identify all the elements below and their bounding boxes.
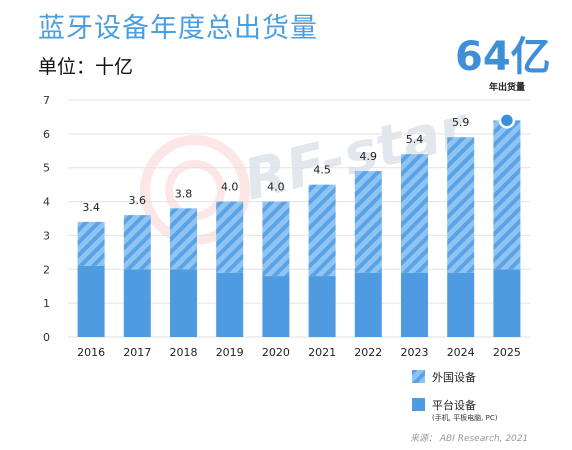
- y-tick-label: 3: [43, 229, 50, 242]
- bar-segment-foreign: [447, 137, 475, 273]
- bar-segment-foreign: [77, 221, 105, 266]
- bar-segment-foreign: [308, 184, 336, 277]
- highlight-label: 年出货量: [489, 83, 526, 93]
- unit-label: 单位：十亿: [38, 56, 134, 78]
- bar-segment-foreign: [123, 215, 151, 270]
- data-label: 5.9: [452, 116, 470, 129]
- bar-segment-platform: [493, 269, 521, 337]
- bar-segment-platform: [262, 276, 290, 337]
- x-tick-label: 2024: [447, 346, 475, 359]
- y-tick-label: 0: [43, 331, 50, 344]
- bar-segment-platform: [354, 272, 382, 337]
- bar-segment-platform: [216, 272, 244, 337]
- bar-segment-foreign: [493, 120, 521, 270]
- data-label: 3.6: [129, 194, 147, 207]
- highlight-value: 64亿: [455, 34, 551, 80]
- chart-title: 蓝牙设备年度总出货量: [38, 13, 318, 44]
- x-tick-label: 2023: [401, 346, 429, 359]
- bar-segment-platform: [447, 272, 475, 337]
- data-label: 3.4: [82, 201, 100, 214]
- bar-segment-platform: [77, 265, 105, 337]
- x-tick-label: 2025: [493, 346, 521, 359]
- bar-segment-platform: [170, 269, 197, 337]
- x-tick-label: 2020: [262, 346, 290, 359]
- data-label: 5.4: [406, 133, 424, 146]
- bar-segment-platform: [401, 272, 428, 337]
- x-tick-label: 2021: [308, 346, 336, 359]
- highlight-marker: [498, 112, 516, 129]
- data-label: 4.5: [313, 164, 331, 177]
- x-tick-label: 2019: [216, 346, 244, 359]
- legend-swatch-solid: [412, 398, 425, 411]
- x-tick-label: 2018: [170, 346, 198, 359]
- bar-segment-foreign: [262, 201, 290, 277]
- legend-swatch-hatch: [412, 370, 425, 383]
- data-label: 4.0: [221, 181, 239, 194]
- y-tick-label: 6: [43, 128, 50, 141]
- bar-segment-foreign: [170, 208, 197, 270]
- bar-segment-platform: [123, 269, 151, 337]
- data-label: 4.9: [360, 150, 378, 163]
- bar-segment-platform: [308, 276, 336, 337]
- y-tick-label: 1: [43, 297, 50, 310]
- y-tick-label: 7: [43, 94, 50, 107]
- y-tick-label: 4: [43, 196, 50, 209]
- y-tick-label: 2: [43, 263, 50, 276]
- bar-segment-foreign: [216, 201, 244, 273]
- x-tick-label: 2016: [77, 346, 105, 359]
- x-tick-label: 2017: [123, 346, 151, 359]
- bar-segment-foreign: [354, 171, 382, 273]
- data-label: 4.0: [267, 181, 285, 194]
- x-tick-label: 2022: [354, 346, 382, 359]
- legend-label-platform: 平台设备: [432, 399, 476, 412]
- y-tick-label: 5: [43, 162, 50, 175]
- data-label: 3.8: [175, 187, 193, 200]
- legend-label-foreign: 外国设备: [432, 371, 476, 384]
- legend-note-platform: (手机, 平板电脑, PC): [432, 414, 498, 422]
- bar-segment-foreign: [401, 154, 428, 273]
- source-note: 来源： ABI Research, 2021: [410, 434, 529, 444]
